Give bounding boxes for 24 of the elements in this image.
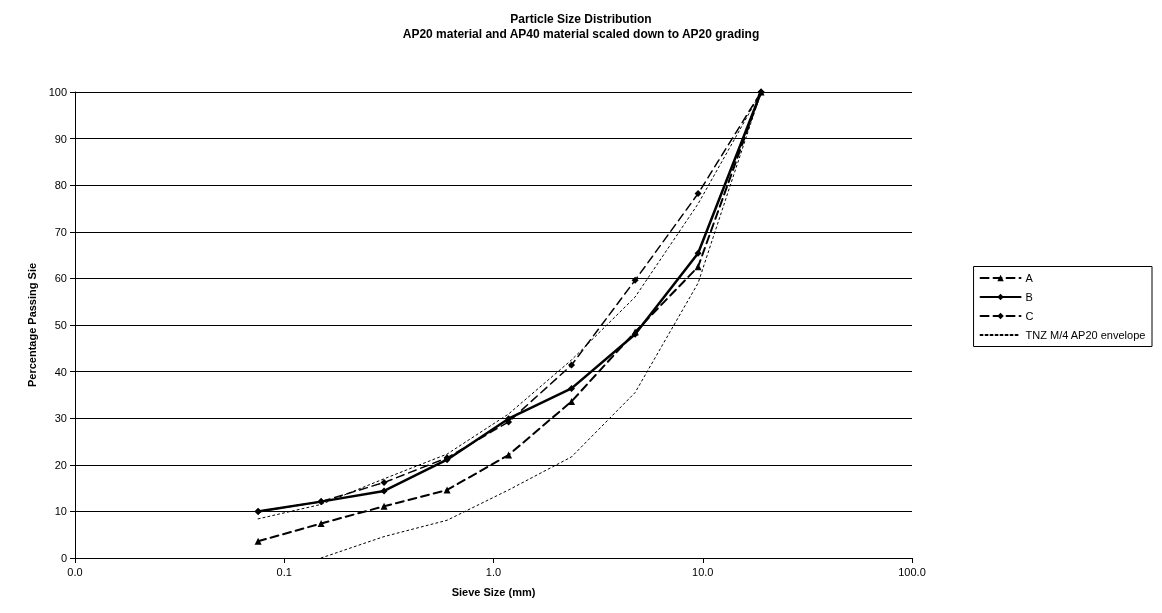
- y-axis-title: Percentage Passing Sie: [25, 262, 38, 388]
- y-tick-label: 100: [48, 86, 67, 98]
- y-tick-label: 50: [54, 319, 67, 331]
- chart-title: Particle Size Distribution: [510, 12, 652, 26]
- legend-label: B: [1025, 291, 1033, 303]
- chart-subtitle: AP20 material and AP40 material scaled down to AP20 grading: [402, 27, 760, 41]
- legend-label: C: [1025, 310, 1034, 322]
- y-tick-label: 0: [60, 552, 67, 564]
- y-tick-label: 10: [54, 505, 67, 518]
- y-tick-label: 20: [54, 458, 67, 471]
- x-tick-label: 100.0: [898, 565, 926, 578]
- y-tick-label: 60: [54, 272, 67, 285]
- y-tick-label: 90: [54, 132, 67, 145]
- legend-label: A: [1025, 272, 1034, 284]
- x-axis-title: Sieve Size (mm): [451, 585, 536, 598]
- legend-label: TNZ M/4 AP20 envelope: [1025, 329, 1146, 341]
- x-tick-label: 10.0: [692, 565, 714, 578]
- x-tick-label: 0.1: [276, 565, 292, 578]
- x-tick-label: 0.0: [67, 565, 83, 578]
- y-tick-label: 80: [54, 179, 67, 192]
- y-tick-label: 70: [54, 225, 67, 238]
- y-tick-label: 30: [54, 412, 67, 425]
- x-tick-label: 1.0: [485, 565, 502, 578]
- y-tick-label: 40: [54, 365, 67, 378]
